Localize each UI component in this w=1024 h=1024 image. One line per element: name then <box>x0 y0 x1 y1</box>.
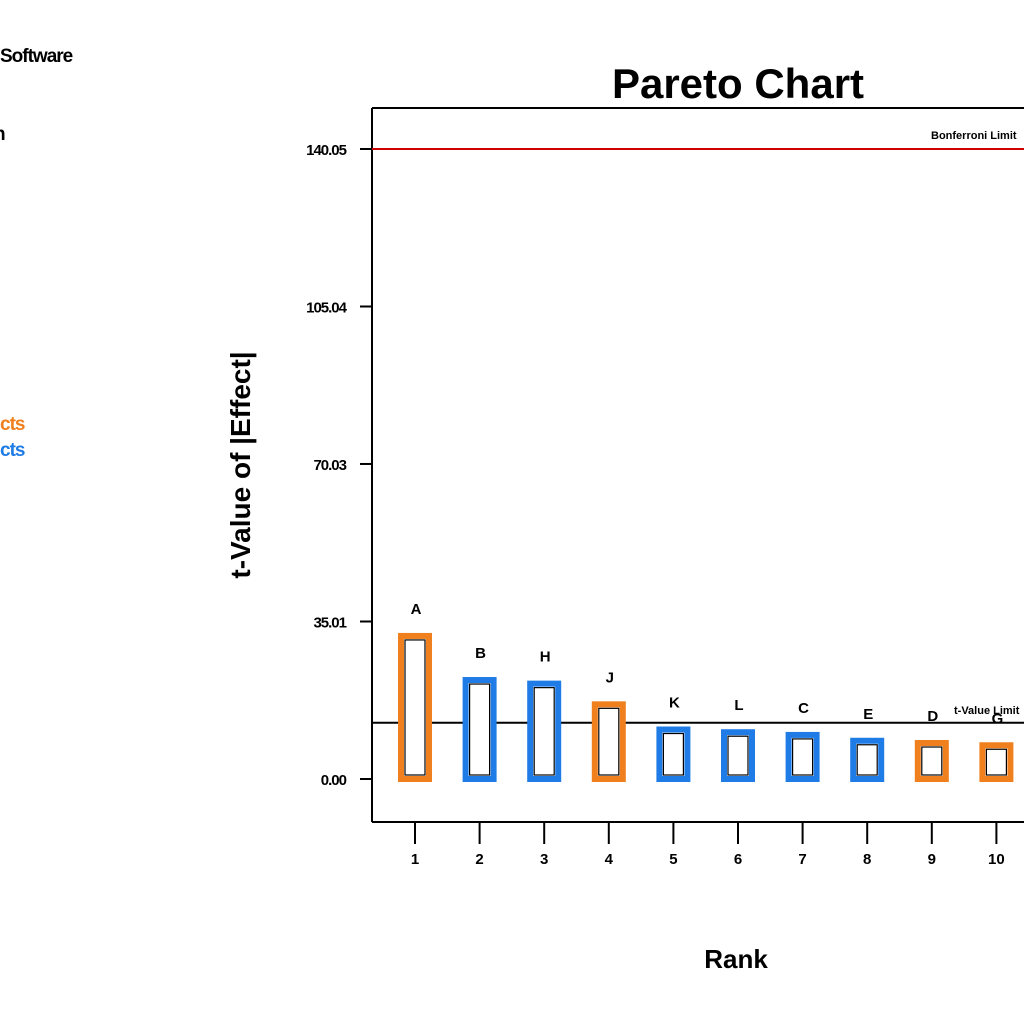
bar-J <box>591 701 626 782</box>
bar-E <box>850 737 885 783</box>
bar-inner-outline <box>985 748 1008 776</box>
bar-inner-outline <box>791 738 814 776</box>
bar-inner-outline <box>921 746 943 776</box>
x-tick-label: 2 <box>475 851 483 868</box>
effect-label: L <box>734 697 743 714</box>
t-value-limit-label: t-Value Limit <box>954 705 1020 717</box>
x-tick-label: 9 <box>928 851 936 868</box>
bar-inner-outline <box>533 687 555 776</box>
plot-area: 0.00 35.01 70.03 105.04 140.05 1 2 3 4 5 6 7 8 9 10 Bon… <box>306 107 1024 868</box>
bar-A <box>398 632 432 783</box>
x-tick-label: 8 <box>863 851 871 868</box>
x-tick-label: 5 <box>669 851 677 868</box>
effect-label: H <box>540 649 551 666</box>
effect-label: B <box>475 645 486 662</box>
bar-inner-outline <box>856 744 878 776</box>
bar-H <box>527 680 562 782</box>
bonferroni-limit-label: Bonferroni Limit <box>931 130 1017 142</box>
x-tick-label: 7 <box>798 851 806 868</box>
chart-title: Pareto Chart <box>612 60 864 107</box>
y-tick-label: 140.05 <box>306 142 347 159</box>
x-tick-label: 4 <box>605 851 614 868</box>
x-tick-label: 10 <box>988 851 1005 868</box>
x-tick-label: 3 <box>540 851 548 868</box>
legend-negative-effects: cts <box>0 440 25 461</box>
bar-G <box>979 742 1014 782</box>
y-tick-label: 35.01 <box>313 615 346 632</box>
y-tick-label: 70.03 <box>313 457 346 474</box>
effect-label: E <box>863 706 873 723</box>
design-label: n <box>0 124 6 146</box>
bar-K <box>656 726 691 783</box>
bar-C <box>785 731 820 783</box>
bar-inner-outline <box>469 683 491 776</box>
x-tick-label: 6 <box>734 851 742 868</box>
bar-inner-outline <box>662 732 685 776</box>
bar-inner-outline <box>598 707 620 776</box>
x-axis-label: Rank <box>704 944 768 974</box>
bar-inner-outline <box>727 735 749 776</box>
effect-label: G <box>992 710 1004 727</box>
legend-positive-effects: cts <box>0 414 25 435</box>
bar-L <box>721 729 755 783</box>
bar-inner-outline <box>404 639 426 776</box>
effect-label: D <box>927 708 938 725</box>
x-tick-label: 1 <box>411 851 419 868</box>
effect-label: A <box>411 601 422 618</box>
effect-label: J <box>606 669 614 686</box>
effect-label: C <box>798 700 809 717</box>
y-tick-label: 105.04 <box>306 299 348 316</box>
y-axis-label: t-Value of |Effect| <box>225 351 256 578</box>
y-tick-label: 0.00 <box>321 772 347 789</box>
software-label: Software <box>0 46 73 67</box>
effect-label: K <box>669 695 680 712</box>
bar-B <box>462 677 497 782</box>
bar-D <box>914 740 949 783</box>
